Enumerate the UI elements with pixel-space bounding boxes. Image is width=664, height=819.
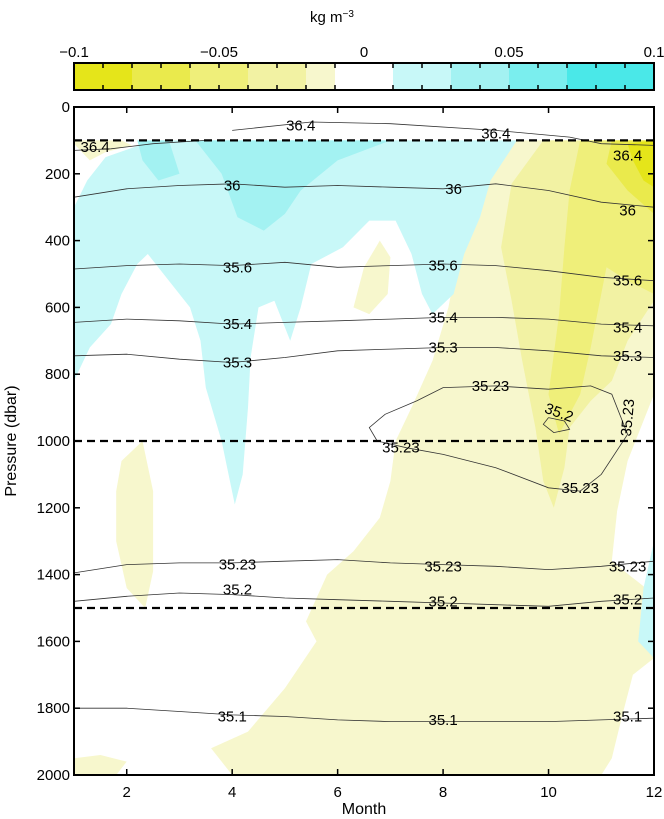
y-tick-label: 1400 xyxy=(37,567,70,584)
contour-label: 35.1 xyxy=(613,709,642,726)
y-tick-label: 600 xyxy=(45,299,70,316)
contour-label: 35.3 xyxy=(613,348,642,365)
contour-label: 35.3 xyxy=(223,355,252,372)
contour-label: 35.23 xyxy=(472,378,510,395)
x-tick-label: 6 xyxy=(333,784,341,801)
contour-label: 35.6 xyxy=(613,273,642,290)
colorbar-tick-label: 0.05 xyxy=(494,44,523,61)
plot-area: 36.4 36.4 36.4 36.4 36 36 36 35.6 35.6 35.6 35.4 35… xyxy=(37,99,663,801)
contour-label: 36 xyxy=(445,181,462,198)
y-axis-label: Pressure (dbar) xyxy=(3,385,20,496)
colorbar-tick-label: 0 xyxy=(360,44,368,61)
contour-line xyxy=(74,140,206,151)
filled-region xyxy=(195,140,391,231)
x-tick-label: 2 xyxy=(123,784,131,801)
contour-labels: 36.4 36.4 36.4 36.4 36 36 36 35.6 35.6 35.6 35.4 35… xyxy=(80,117,646,729)
x-tick-label: 10 xyxy=(540,784,557,801)
contour-label: 36 xyxy=(619,203,636,220)
contour-label: 35.4 xyxy=(428,309,457,326)
contour-line xyxy=(232,121,654,146)
contour-label: 35.1 xyxy=(428,712,457,729)
colorbar-band-5 xyxy=(335,63,393,90)
contour-label: 35.23 xyxy=(561,480,599,497)
filled-region xyxy=(353,240,391,315)
contour-label: 35.23 xyxy=(219,557,257,574)
contour-label: 35.1 xyxy=(218,709,247,726)
x-tick-label: 12 xyxy=(646,784,663,801)
y-tick-label: 200 xyxy=(45,166,70,183)
filled-region xyxy=(74,755,127,775)
contour-line xyxy=(74,592,654,607)
contour-label: 36.4 xyxy=(80,139,109,156)
contour-line xyxy=(74,707,654,722)
contour-label: 35.4 xyxy=(223,316,252,333)
contour-label: 35.2 xyxy=(613,592,642,609)
reference-depth-lines xyxy=(74,139,654,610)
x-tick-label: 8 xyxy=(439,784,447,801)
y-tick-label: 1800 xyxy=(37,700,70,717)
contour-label: 36.4 xyxy=(613,147,642,164)
contour-label: 35.23 xyxy=(382,440,420,457)
filled-region xyxy=(627,140,654,188)
contour-line xyxy=(74,261,654,282)
y-tick-label: 1600 xyxy=(37,633,70,650)
plot-frame xyxy=(73,106,655,776)
filled-region xyxy=(638,541,654,659)
contour-label: 35.4 xyxy=(613,319,642,336)
contour-lines xyxy=(74,121,654,722)
contour-label: 35.6 xyxy=(428,258,457,275)
contour-label: 35.23 xyxy=(618,398,638,437)
contour-line xyxy=(74,347,654,363)
contour-label: 35.3 xyxy=(428,340,457,357)
contour-line xyxy=(74,559,654,574)
contour-label: 35.23 xyxy=(609,558,647,575)
contour-line xyxy=(542,417,571,434)
contour-label: 35.23 xyxy=(424,558,462,575)
y-tick-label: 800 xyxy=(45,366,70,383)
contour-label: 35.6 xyxy=(223,259,252,276)
contour-label: 36.4 xyxy=(286,117,315,134)
y-tick-label: 1000 xyxy=(37,433,70,450)
colorbar-band-9 xyxy=(567,63,654,90)
colorbar-unit: kg m−3 xyxy=(310,9,354,27)
contour-line xyxy=(74,317,654,327)
x-axis-label: Month xyxy=(342,801,386,818)
y-tick-label: 400 xyxy=(45,233,70,250)
contour-label: 35.2 xyxy=(223,582,252,599)
colorbar-frame xyxy=(73,62,655,91)
y-tick-label: 2000 xyxy=(37,767,70,784)
filled-region xyxy=(116,441,154,608)
x-tick-label: 4 xyxy=(228,784,236,801)
colorbar-tick-label: −0.1 xyxy=(59,44,89,61)
filled-region xyxy=(137,140,180,181)
filled-region xyxy=(548,140,654,435)
colorbar-band-4 xyxy=(306,63,335,90)
colorbar-tick-label: −0.05 xyxy=(200,44,238,61)
filled-region xyxy=(74,140,132,161)
colorbar-tick-label: 0.1 xyxy=(644,44,664,61)
colorbar: kg m−3 −0.1 −0.05 0 0.05 0.1 xyxy=(59,9,664,91)
y-tick-label: 1200 xyxy=(37,500,70,517)
y-tick-label: 0 xyxy=(62,99,70,116)
contour-label: 35.2 xyxy=(428,593,457,610)
contour-label: 36.4 xyxy=(481,126,510,143)
contour-label: 36 xyxy=(224,178,241,195)
contour-line xyxy=(74,183,654,208)
contour-line xyxy=(368,385,629,492)
